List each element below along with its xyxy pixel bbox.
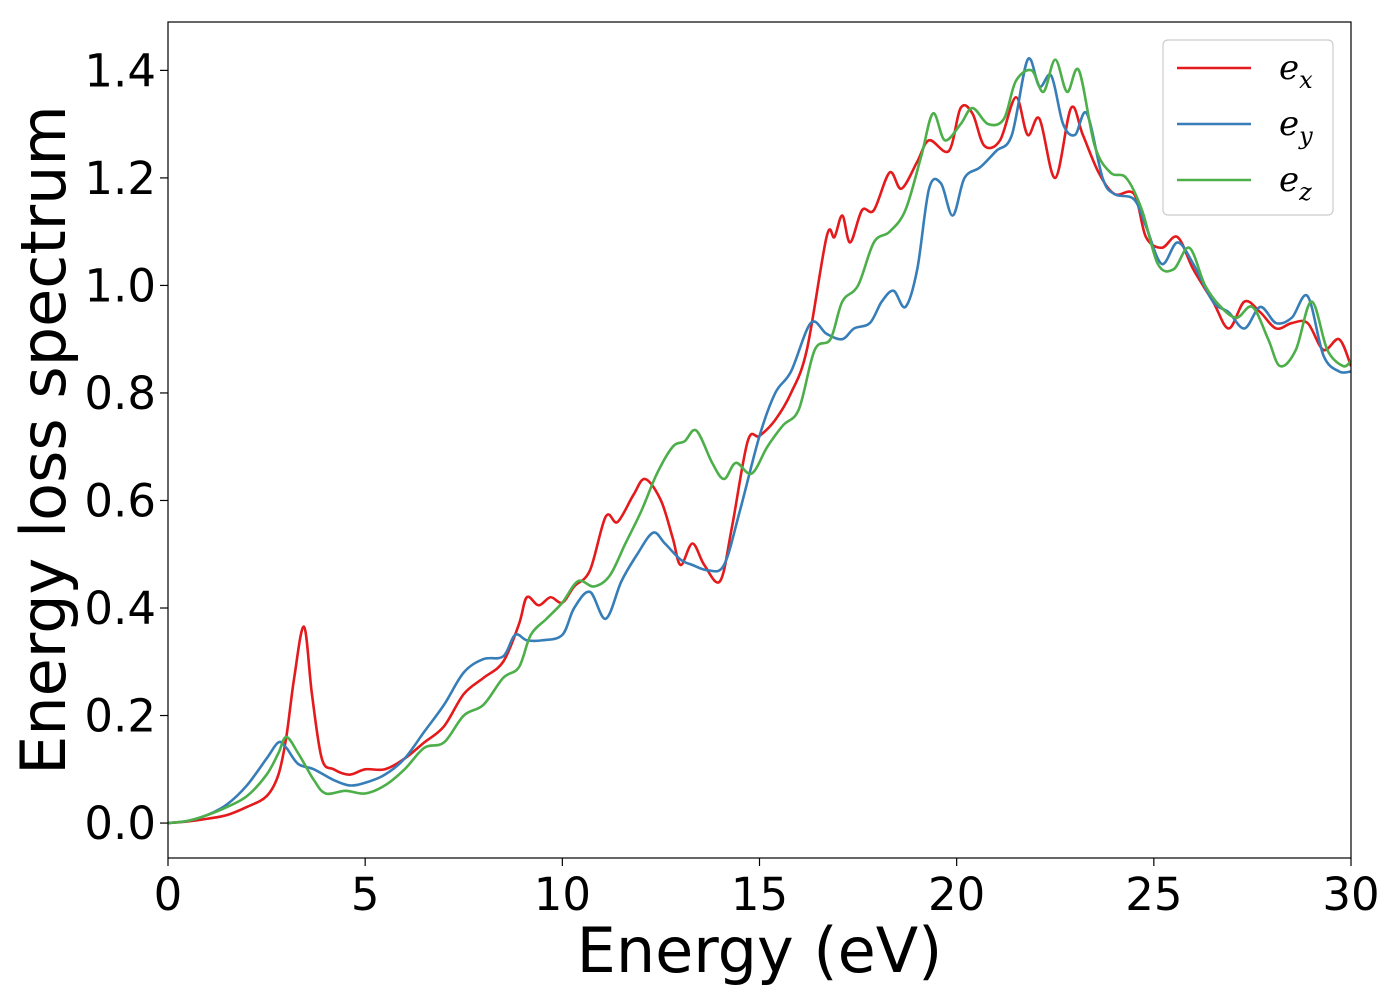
legend-label-base: e	[1279, 48, 1299, 88]
y-tick-label: 1.2	[84, 152, 156, 205]
x-tick-label: 10	[534, 868, 591, 921]
legend-label-subscript: y	[1298, 122, 1313, 150]
x-tick-label: 5	[351, 868, 380, 921]
y-tick-label: 0.6	[84, 474, 156, 527]
x-tick-label: 15	[731, 868, 788, 921]
y-tick-label: 1.0	[84, 259, 156, 312]
series-layer	[168, 57, 1351, 825]
legend-box	[1162, 39, 1334, 216]
x-axis-ticks: 0 5 10 15 20 25 30	[154, 858, 1380, 921]
y-tick-label: 1.4	[84, 44, 156, 97]
legend-label-z: ez	[1279, 160, 1312, 206]
legend-label-base: e	[1279, 160, 1299, 200]
legend-label-base: e	[1279, 104, 1299, 144]
y-axis-label: Energy loss spectrum	[7, 105, 80, 775]
x-tick-label: 25	[1125, 868, 1182, 921]
legend-label-x: ex	[1279, 48, 1313, 94]
y-tick-label: 0.8	[84, 367, 156, 420]
x-tick-label: 20	[928, 868, 985, 921]
y-tick-label: 0.0	[84, 797, 156, 850]
x-axis-label: Energy (eV)	[577, 914, 943, 987]
x-tick-label: 30	[1322, 868, 1379, 921]
x-tick-label: 0	[154, 868, 183, 921]
y-tick-label: 0.2	[84, 690, 156, 743]
series-line-z	[168, 58, 1351, 825]
legend-label-y: ey	[1279, 104, 1313, 150]
legend-label-subscript: x	[1299, 66, 1313, 94]
legend-label-subscript: z	[1298, 178, 1312, 206]
y-axis-ticks: 0.0 0.2 0.4 0.6 0.8 1.0 1.2 1.4	[84, 44, 168, 850]
y-tick-label: 0.4	[84, 582, 156, 635]
